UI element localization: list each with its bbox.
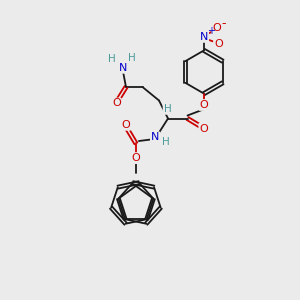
Text: O: O: [212, 23, 221, 33]
Text: O: O: [199, 124, 208, 134]
Text: H: H: [164, 104, 171, 114]
Text: O: O: [131, 153, 140, 163]
Text: +: +: [207, 26, 214, 37]
Text: H: H: [128, 53, 135, 63]
Text: -: -: [221, 17, 226, 30]
Text: N: N: [151, 132, 159, 142]
Text: O: O: [121, 120, 130, 130]
Text: H: H: [162, 136, 170, 147]
Text: O: O: [200, 100, 208, 110]
Text: N: N: [200, 32, 208, 42]
Text: O: O: [214, 39, 223, 50]
Text: N: N: [119, 63, 127, 73]
Text: O: O: [112, 98, 121, 109]
Text: H: H: [108, 54, 116, 64]
